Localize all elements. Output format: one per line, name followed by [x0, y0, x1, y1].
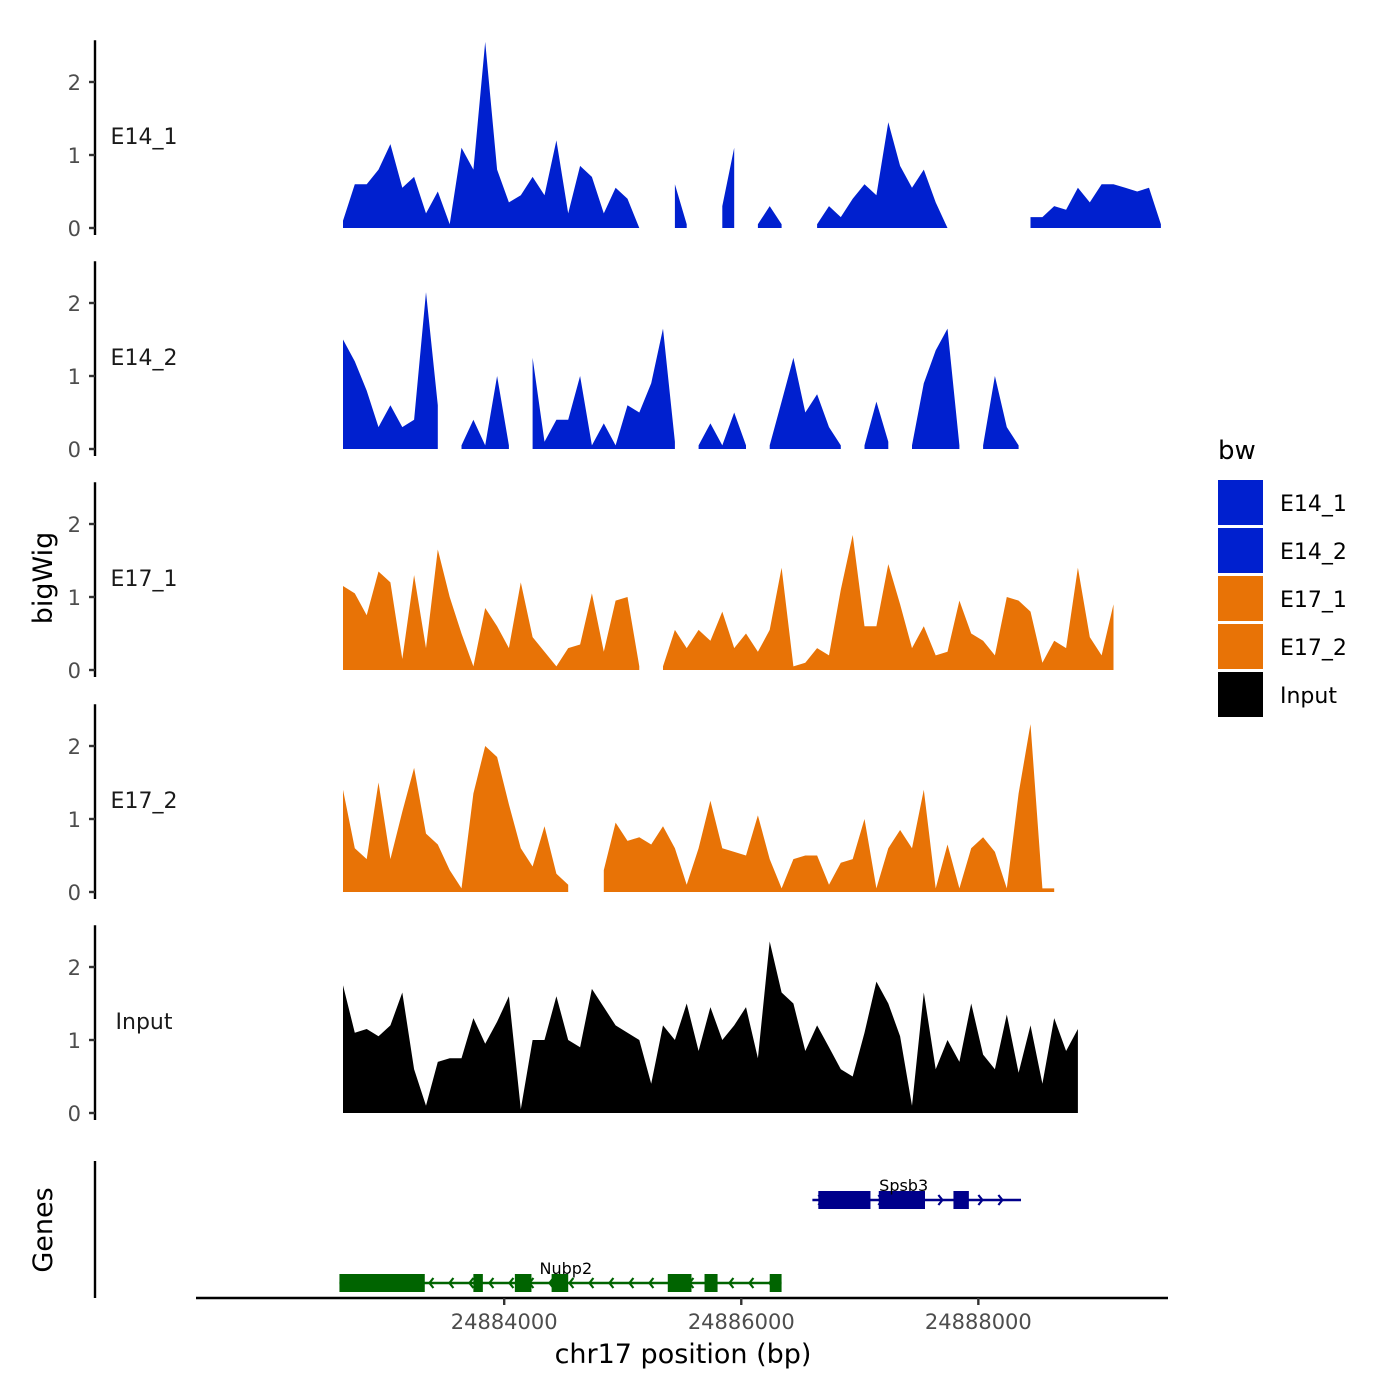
- legend-label: E14_2: [1280, 540, 1347, 565]
- strand-arrow: [937, 1194, 944, 1206]
- coverage-area-e17-1: [343, 535, 1114, 670]
- y-tick-label: 2: [68, 956, 81, 980]
- track-e17-1: 0 1 2 E17_1: [68, 482, 1114, 683]
- coverage-area-e17-2: [343, 724, 1055, 892]
- strand-arrow: [448, 1277, 455, 1289]
- y-tick-label: 0: [68, 659, 81, 683]
- y-tick-label: 2: [68, 735, 81, 759]
- gene-nubp2: Nubp2: [339, 1259, 782, 1292]
- y-tick-label: 2: [68, 292, 81, 316]
- coverage-area-input: [343, 941, 1078, 1113]
- strand-arrow: [648, 1277, 655, 1289]
- strand-arrow: [728, 1277, 735, 1289]
- legend-label: Input: [1280, 684, 1337, 709]
- gene-spsb3: Spsb3: [812, 1176, 1022, 1209]
- x-axis: chr17 position (bp) 24884000 24886000 2488…: [196, 1296, 1168, 1370]
- y-tick-label: 0: [68, 881, 81, 905]
- legend-swatch-input: [1218, 672, 1263, 717]
- strand-arrow: [568, 1277, 575, 1289]
- strand-arrow: [468, 1277, 475, 1289]
- x-tick-label: 24886000: [688, 1310, 795, 1334]
- exon-block: [818, 1191, 871, 1209]
- strand-arrow: [748, 1277, 755, 1289]
- exon-block: [339, 1274, 425, 1292]
- coverage-area-e14-2: [343, 292, 1043, 449]
- x-tick-label: 24884000: [451, 1310, 558, 1334]
- track-label: E17_1: [111, 567, 178, 592]
- y-tick-label: 1: [68, 808, 81, 832]
- exon-block: [551, 1274, 569, 1292]
- strand-arrow: [628, 1277, 635, 1289]
- gene-annotation-track: Genes Nubp2 Spsb3: [28, 1161, 1022, 1298]
- legend-swatch-e17-2: [1218, 624, 1263, 669]
- track-e14-2: 0 1 2 E14_2: [68, 261, 1043, 462]
- exon-block: [953, 1191, 969, 1209]
- legend-label: E14_1: [1280, 492, 1347, 517]
- y-tick-label: 1: [68, 1029, 81, 1053]
- legend-swatch-e14-2: [1218, 528, 1263, 573]
- strand-arrow: [488, 1277, 495, 1289]
- y-tick-label: 0: [68, 438, 81, 462]
- strand-arrow: [977, 1194, 984, 1206]
- y-tick-label: 0: [68, 1102, 81, 1126]
- strand-arrow: [508, 1277, 515, 1289]
- track-label: E14_1: [111, 125, 178, 150]
- y-tick-label: 1: [68, 365, 81, 389]
- y-tick-label: 1: [68, 586, 81, 610]
- legend: bw E14_1 E14_2 E17_1 E17_2 Input: [1218, 436, 1347, 717]
- y-tick-label: 2: [68, 513, 81, 537]
- strand-arrow: [588, 1277, 595, 1289]
- legend-swatch-e14-1: [1218, 480, 1263, 525]
- x-tick-label: 24888000: [925, 1310, 1032, 1334]
- exon-block: [667, 1274, 692, 1292]
- genes-axis-title: Genes: [28, 1187, 59, 1272]
- legend-swatch-e17-1: [1218, 576, 1263, 621]
- exon-block: [878, 1191, 925, 1209]
- x-axis-title: chr17 position (bp): [555, 1339, 812, 1370]
- track-e14-1: 0 1 2 E14_1: [68, 40, 1161, 241]
- gene-name-label: Spsb3: [879, 1176, 928, 1195]
- y-tick-label: 2: [68, 71, 81, 95]
- strand-arrow: [428, 1277, 435, 1289]
- track-label: E14_2: [111, 346, 178, 371]
- exon-block: [704, 1274, 718, 1292]
- exon-block: [769, 1274, 782, 1292]
- track-label: Input: [116, 1010, 173, 1035]
- y-tick-label: 1: [68, 144, 81, 168]
- gene-name-label: Nubp2: [540, 1259, 593, 1278]
- exon-block: [514, 1274, 532, 1292]
- exon-block: [473, 1274, 483, 1292]
- track-label: E17_2: [111, 789, 178, 814]
- y-axis-title: bigWig: [28, 532, 59, 625]
- legend-label: E17_1: [1280, 588, 1347, 613]
- legend-label: E17_2: [1280, 636, 1347, 661]
- coverage-tracks: 0 1 2 E14_1 0 1 2 E14_2 0 1 2 E17_1 0 1 2 E17_2 0 1 2 Input: [68, 40, 1161, 1126]
- y-tick-label: 0: [68, 217, 81, 241]
- legend-title: bw: [1218, 436, 1256, 466]
- strand-arrow: [997, 1194, 1004, 1206]
- track-input: 0 1 2 Input: [68, 925, 1078, 1126]
- coverage-area-e14-1: [343, 41, 1161, 229]
- strand-arrow: [608, 1277, 615, 1289]
- track-e17-2: 0 1 2 E17_2: [68, 704, 1055, 905]
